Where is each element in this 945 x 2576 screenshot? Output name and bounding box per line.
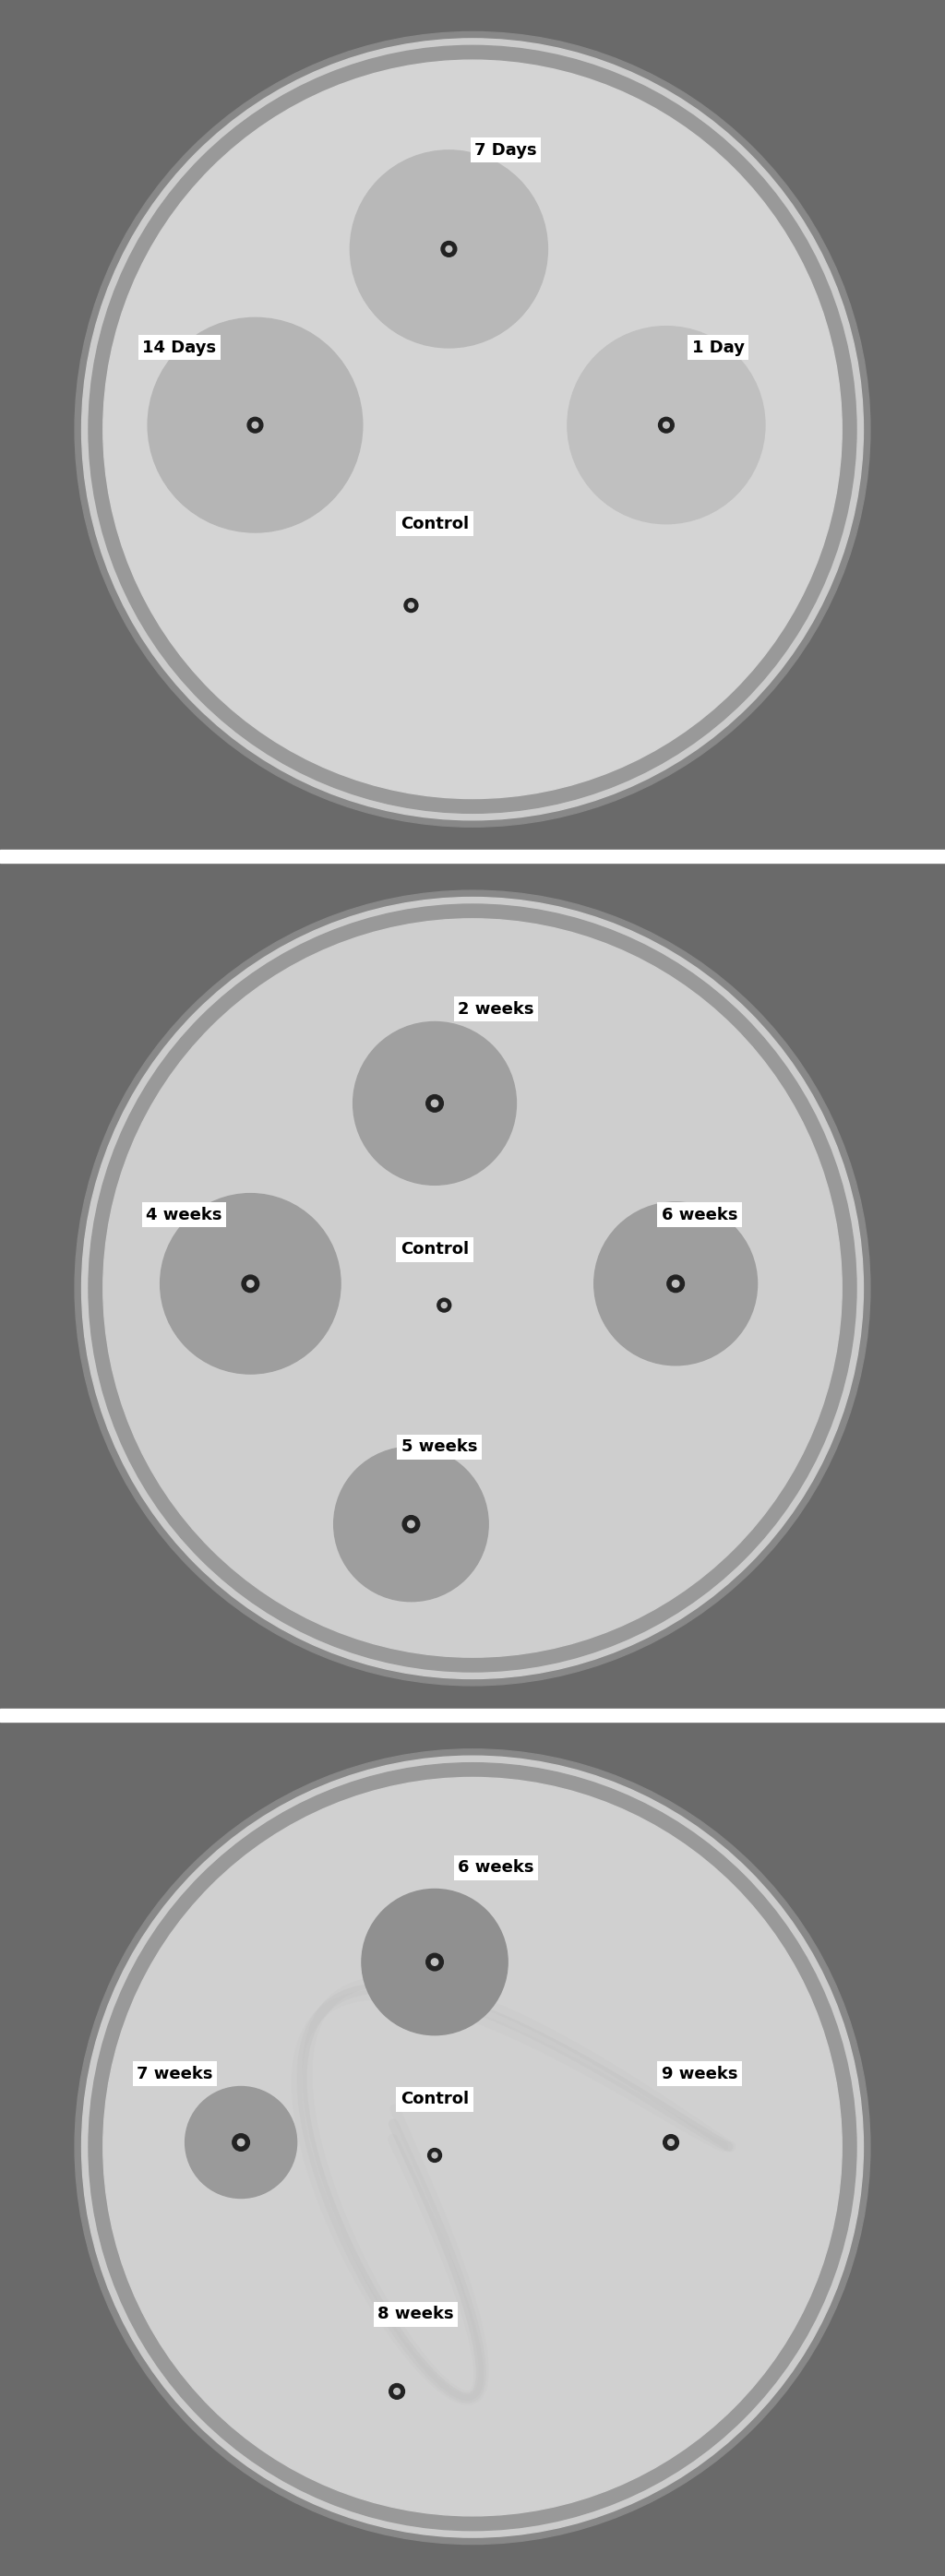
Ellipse shape <box>408 603 414 608</box>
Ellipse shape <box>252 422 258 428</box>
Ellipse shape <box>428 2148 441 2161</box>
Ellipse shape <box>185 2087 297 2197</box>
Ellipse shape <box>242 1275 259 1293</box>
Ellipse shape <box>232 2133 249 2151</box>
Text: 8 weeks: 8 weeks <box>378 2306 454 2324</box>
Ellipse shape <box>394 2388 400 2396</box>
Ellipse shape <box>75 891 870 1685</box>
Ellipse shape <box>81 1757 864 2537</box>
Text: 7 weeks: 7 weeks <box>137 2066 213 2081</box>
Text: 6 weeks: 6 weeks <box>662 1206 737 1224</box>
Ellipse shape <box>668 2138 674 2146</box>
Ellipse shape <box>407 1520 415 1528</box>
Ellipse shape <box>334 1448 489 1602</box>
Bar <box>0 1708 945 1721</box>
Ellipse shape <box>663 422 669 428</box>
Ellipse shape <box>362 1888 507 2035</box>
Text: 9 weeks: 9 weeks <box>662 2066 737 2081</box>
Ellipse shape <box>103 920 842 1656</box>
Ellipse shape <box>667 1275 684 1293</box>
Ellipse shape <box>161 1193 340 1373</box>
Ellipse shape <box>248 417 263 433</box>
Ellipse shape <box>403 1515 420 1533</box>
Ellipse shape <box>350 149 548 348</box>
Text: 6 weeks: 6 weeks <box>458 1860 534 1875</box>
Bar <box>0 850 945 863</box>
Ellipse shape <box>103 59 842 799</box>
Ellipse shape <box>89 46 856 814</box>
Ellipse shape <box>103 1777 842 2517</box>
Ellipse shape <box>441 1303 447 1309</box>
Ellipse shape <box>672 1280 679 1288</box>
Text: 4 weeks: 4 weeks <box>146 1206 222 1224</box>
Ellipse shape <box>426 1095 443 1113</box>
Text: 1 Day: 1 Day <box>692 340 745 355</box>
Ellipse shape <box>404 598 418 613</box>
Ellipse shape <box>441 242 456 258</box>
Ellipse shape <box>659 417 674 433</box>
Ellipse shape <box>147 317 363 533</box>
Ellipse shape <box>353 1023 516 1185</box>
Ellipse shape <box>75 1749 870 2545</box>
Ellipse shape <box>237 2138 245 2146</box>
Ellipse shape <box>431 1958 438 1965</box>
Ellipse shape <box>247 1280 254 1288</box>
Text: 14 Days: 14 Days <box>143 340 216 355</box>
Ellipse shape <box>594 1203 757 1365</box>
Ellipse shape <box>81 896 864 1680</box>
Ellipse shape <box>431 1100 438 1108</box>
Text: 5 weeks: 5 weeks <box>402 1437 477 1455</box>
Ellipse shape <box>446 245 452 252</box>
Ellipse shape <box>663 2136 679 2151</box>
Text: Control: Control <box>401 1242 469 1257</box>
Text: Control: Control <box>401 515 469 533</box>
Ellipse shape <box>438 1298 451 1311</box>
Ellipse shape <box>432 2154 438 2159</box>
Ellipse shape <box>389 2383 404 2398</box>
Ellipse shape <box>426 1953 443 1971</box>
Ellipse shape <box>89 1762 856 2530</box>
Ellipse shape <box>81 39 864 819</box>
Ellipse shape <box>89 904 856 1672</box>
Text: Control: Control <box>401 2092 469 2107</box>
Ellipse shape <box>567 327 765 523</box>
Text: 2 weeks: 2 weeks <box>458 999 534 1018</box>
Ellipse shape <box>75 31 870 827</box>
Text: 7 Days: 7 Days <box>474 142 537 160</box>
